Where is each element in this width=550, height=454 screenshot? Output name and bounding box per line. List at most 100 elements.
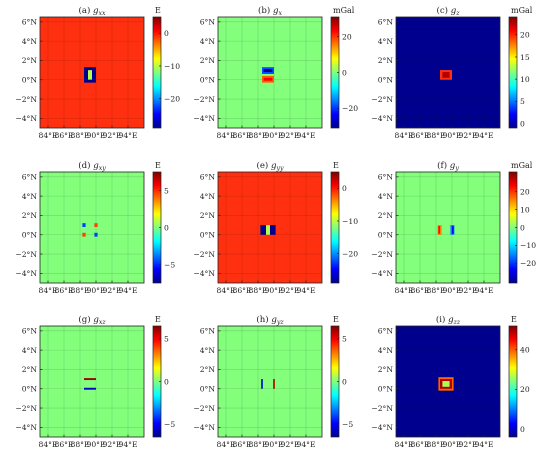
x-tick-label: 86°E — [54, 286, 73, 295]
x-tick-label: 86°E — [54, 440, 73, 449]
colorbar-tick-label: 10 — [520, 75, 530, 84]
x-tick-label: 84°E — [38, 131, 57, 140]
colorbar-tick-label: −5 — [164, 260, 175, 269]
anomaly-cell — [94, 223, 98, 228]
y-tick-label: 6°N — [378, 18, 394, 27]
x-tick-label: 90°E — [86, 440, 105, 449]
y-tick-label: 6°N — [22, 173, 38, 182]
colorbar-unit: E — [155, 6, 161, 15]
anomaly-cell — [452, 226, 454, 234]
anomaly-cell — [82, 232, 86, 237]
colorbar — [331, 172, 339, 283]
anomaly-cell — [261, 379, 263, 389]
x-tick-label: 92°E — [280, 440, 299, 449]
x-tick-label: 84°E — [38, 440, 57, 449]
x-tick-label: 90°E — [86, 131, 105, 140]
y-tick-label: 0°N — [378, 231, 394, 240]
y-tick-label: −4°N — [371, 423, 393, 432]
x-tick-label: 94°E — [474, 131, 493, 140]
anomaly-cell — [442, 381, 450, 387]
y-tick-label: −4°N — [15, 269, 37, 278]
anomaly-cell — [84, 79, 96, 83]
colorbar-tick-label: 5 — [520, 97, 525, 106]
anomaly-cell — [94, 232, 98, 237]
y-tick-label: 4°N — [378, 346, 394, 355]
colorbar — [153, 172, 161, 283]
colorbar-unit: E — [155, 315, 161, 324]
colorbar — [509, 326, 517, 437]
x-tick-label: 88°E — [70, 286, 89, 295]
y-tick-label: 6°N — [22, 327, 38, 336]
colorbar-tick-label: 5 — [164, 335, 169, 344]
colorbar-frame — [152, 16, 162, 129]
x-tick-label: 94°E — [118, 440, 137, 449]
x-tick-label: 88°E — [248, 440, 267, 449]
x-tick-label: 84°E — [216, 131, 235, 140]
colorbar-tick-label: 0 — [342, 68, 347, 77]
x-tick-label: 84°E — [394, 286, 413, 295]
colorbar-unit: mGal — [511, 6, 533, 15]
y-tick-label: 4°N — [200, 346, 216, 355]
x-tick-label: 92°E — [102, 131, 121, 140]
anomaly-cell — [84, 70, 88, 80]
y-tick-label: −2°N — [193, 404, 215, 413]
colorbar-tick-label: 20 — [342, 32, 352, 41]
x-tick-label: 94°E — [296, 286, 315, 295]
colorbar-frame — [330, 171, 340, 284]
x-tick-label: 90°E — [442, 286, 461, 295]
x-tick-label: 86°E — [232, 286, 251, 295]
x-tick-label: 86°E — [232, 440, 251, 449]
anomaly-cell — [266, 225, 270, 235]
anomaly-cell — [263, 77, 273, 81]
colorbar-frame — [508, 16, 518, 129]
panel-title: (h) gyz — [256, 314, 284, 326]
y-tick-label: 4°N — [200, 37, 216, 46]
x-tick-label: 94°E — [474, 286, 493, 295]
x-tick-label: 88°E — [248, 131, 267, 140]
x-tick-label: 94°E — [474, 440, 493, 449]
y-tick-label: 0°N — [378, 385, 394, 394]
y-tick-label: 2°N — [378, 56, 394, 65]
colorbar-unit: E — [333, 315, 339, 324]
plot-frame — [217, 16, 323, 129]
y-tick-label: 2°N — [200, 56, 216, 65]
colorbar — [331, 326, 339, 437]
anomaly-cell — [274, 225, 276, 235]
x-tick-label: 84°E — [216, 440, 235, 449]
colorbar-tick-label: 20 — [520, 31, 530, 40]
panel-h: 6°N 4°N 2°N 0°N −2°N −4°N84°E86°E88°E90°E92°E… — [193, 314, 353, 449]
y-tick-label: −2°N — [15, 95, 37, 104]
colorbar — [509, 17, 517, 128]
y-tick-label: 4°N — [200, 192, 216, 201]
panel-title: (d) gxy — [78, 160, 106, 172]
y-tick-label: −4°N — [371, 114, 393, 123]
y-tick-label: −4°N — [193, 114, 215, 123]
x-tick-label: 92°E — [102, 286, 121, 295]
anomaly-cell — [260, 225, 262, 235]
y-tick-label: 0°N — [22, 231, 38, 240]
panel-title: (b) gx — [258, 5, 282, 17]
x-tick-label: 94°E — [296, 440, 315, 449]
x-tick-label: 94°E — [296, 131, 315, 140]
colorbar-tick-label: 0 — [342, 184, 347, 193]
y-tick-label: 0°N — [22, 385, 38, 394]
panel-f: 6°N 4°N 2°N 0°N −2°N −4°N84°E86°E88°E90°E92°E… — [371, 160, 536, 295]
panel-title: (c) gz — [436, 5, 460, 17]
anomaly-cell — [92, 70, 96, 80]
panel-title: (f) gy — [437, 160, 459, 172]
colorbar-tick-label: −20 — [342, 249, 358, 258]
x-tick-label: 92°E — [458, 440, 477, 449]
colorbar-tick-label: −20 — [520, 259, 536, 268]
y-tick-label: 2°N — [22, 56, 38, 65]
colorbar-tick-label: 10 — [520, 205, 530, 214]
panel-e: 6°N 4°N 2°N 0°N −2°N −4°N84°E86°E88°E90°E92°E… — [193, 160, 358, 295]
anomaly-cell — [88, 70, 92, 80]
panel-title: (a) gxx — [78, 5, 106, 17]
x-tick-label: 88°E — [70, 131, 89, 140]
panel-g: 6°N 4°N 2°N 0°N −2°N −4°N84°E86°E88°E90°E92°E… — [15, 314, 175, 449]
x-tick-label: 92°E — [458, 131, 477, 140]
x-tick-label: 88°E — [426, 440, 445, 449]
colorbar-unit: mGal — [333, 6, 355, 15]
x-tick-label: 84°E — [216, 286, 235, 295]
y-tick-label: 0°N — [200, 385, 216, 394]
